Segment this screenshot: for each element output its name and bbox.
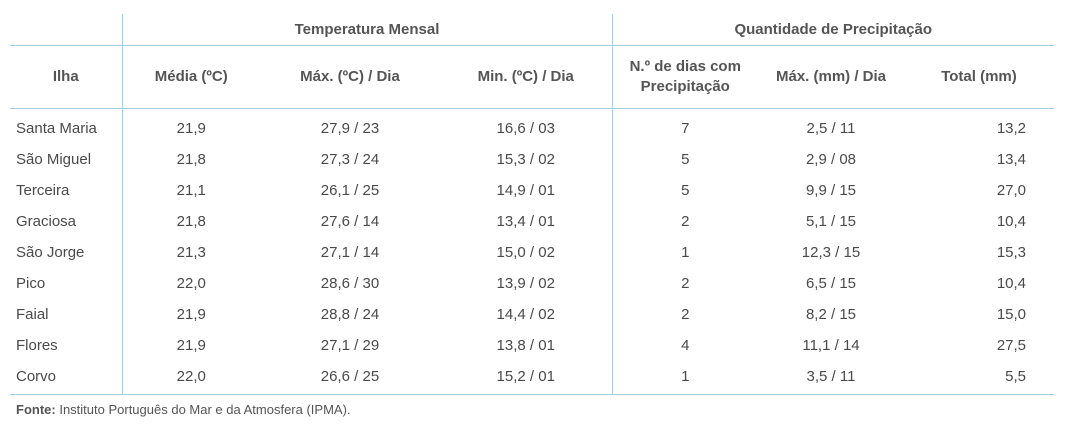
cell-total: 13,4 xyxy=(996,151,1027,168)
cell-min-temp: 15,3 / 02 xyxy=(496,151,555,168)
cell-rain-max: 12,3 / 15 xyxy=(801,244,861,261)
table-row: Santa Maria 21,9 27,9 / 23 16,6 / 03 7 2,5 / … xyxy=(10,108,1054,144)
cell-avg-temp: 22,0 xyxy=(121,268,260,299)
cell-rain-days: 4 xyxy=(611,330,758,361)
source-note: Fonte: Instituto Português do Mar e da A… xyxy=(16,402,351,417)
cell-total: 10,4 xyxy=(996,213,1027,230)
cell-avg-temp: 21,9 xyxy=(121,330,260,361)
table-body: Santa Maria 21,9 27,9 / 23 16,6 / 03 7 2,5 / … xyxy=(10,108,1055,395)
cell-max-temp: 27,1 / 29 xyxy=(320,337,380,354)
cell-max-temp: 27,9 / 23 xyxy=(320,120,380,137)
cell-min-temp: 13,8 / 01 xyxy=(496,337,555,354)
col-header-min-temp: Min. (ºC) / Dia xyxy=(440,45,612,109)
cell-rain-days: 5 xyxy=(611,144,758,175)
group-header-precipitation: Quantidade de Precipitação xyxy=(611,14,1055,46)
table-row: Corvo 22,0 26,6 / 25 15,2 / 01 1 3,5 / 11 5,5 xyxy=(10,361,1055,395)
cell-min-temp: 13,9 / 02 xyxy=(496,275,555,292)
cell-total: 5,5 xyxy=(904,361,1055,395)
col-header-max-temp: Máx. (ºC) / Dia xyxy=(260,45,440,109)
cell-rain-days: 1 xyxy=(611,361,758,395)
cell-island: Corvo xyxy=(10,361,122,395)
col-header-rain-days: N.º de dias com Precipitação xyxy=(611,45,758,109)
cell-rain-max: 8,2 / 15 xyxy=(805,306,857,323)
cell-avg-temp: 21,1 xyxy=(121,175,260,206)
cell-max-temp: 28,6 / 30 xyxy=(320,275,380,292)
cell-rain-days: 2 xyxy=(611,299,758,330)
cell-rain-days: 2 xyxy=(611,268,758,299)
cell-rain-max: 2,5 / 11 xyxy=(806,120,856,137)
table-row: Flores 21,9 27,1 / 29 13,8 / 01 4 11,1 / 14 27… xyxy=(10,330,1054,361)
cell-island: Terceira xyxy=(16,182,70,199)
table-row: São Jorge 21,3 27,1 / 14 15,0 / 02 1 12,3 / 1… xyxy=(10,237,1054,268)
col-header-avg-temp: Média (ºC) xyxy=(121,45,260,109)
source-text: Instituto Português do Mar e da Atmosfer… xyxy=(55,402,351,417)
cell-total: 10,4 xyxy=(996,275,1027,292)
cell-avg-temp: 21,3 xyxy=(121,237,260,268)
cell-min-temp: 14,9 / 01 xyxy=(496,182,555,199)
source-label: Fonte: xyxy=(16,402,56,417)
cell-rain-max: 11,1 / 14 xyxy=(802,337,860,354)
cell-rain-max: 9,9 / 15 xyxy=(805,182,857,199)
col-header-total: Total (mm) xyxy=(904,45,1055,109)
cell-min-temp: 16,6 / 03 xyxy=(496,120,555,137)
col-header-rain-max: Máx. (mm) / Dia xyxy=(758,45,904,109)
cell-rain-max: 3,5 / 11 xyxy=(758,361,904,395)
cell-total: 13,2 xyxy=(996,120,1027,137)
cell-avg-temp: 21,9 xyxy=(121,108,260,144)
cell-total: 15,3 xyxy=(996,244,1027,261)
table-row: Faial 21,9 28,8 / 24 14,4 / 02 2 8,2 / 15 15,0 xyxy=(10,299,1054,330)
col-header-rain-days-line2: Precipitação xyxy=(640,78,730,95)
group-header-row: Temperatura Mensal Quantidade de Precipi… xyxy=(10,14,1055,46)
cell-island: Pico xyxy=(16,275,46,292)
cell-avg-temp: 21,8 xyxy=(121,144,260,175)
cell-max-temp: 26,6 / 25 xyxy=(260,361,440,395)
cell-island: Faial xyxy=(16,306,49,323)
cell-avg-temp: 21,9 xyxy=(121,299,260,330)
table-row: Pico 22,0 28,6 / 30 13,9 / 02 2 6,5 / 15 10,4 xyxy=(10,268,1054,299)
cell-island: Graciosa xyxy=(16,213,77,230)
cell-rain-max: 5,1 / 15 xyxy=(805,213,857,230)
table-row: Terceira 21,1 26,1 / 25 14,9 / 01 5 9,9 / 15 2… xyxy=(10,175,1054,206)
cell-total: 27,5 xyxy=(996,337,1027,354)
cell-rain-days: 7 xyxy=(611,108,758,144)
cell-island: Flores xyxy=(16,337,58,354)
cell-island: São Jorge xyxy=(16,244,85,261)
cell-max-temp: 26,1 / 25 xyxy=(320,182,380,199)
cell-avg-temp: 22,0 xyxy=(121,361,260,395)
group-header-temperature: Temperatura Mensal xyxy=(121,14,612,46)
climate-table: Temperatura Mensal Quantidade de Precipi… xyxy=(10,14,1055,395)
cell-rain-days: 1 xyxy=(611,237,758,268)
cell-max-temp: 27,1 / 14 xyxy=(320,244,380,261)
cell-min-temp: 13,4 / 01 xyxy=(496,213,555,230)
cell-max-temp: 27,3 / 24 xyxy=(320,151,380,168)
cell-total: 27,0 xyxy=(996,182,1027,199)
cell-min-temp: 14,4 / 02 xyxy=(496,306,555,323)
cell-max-temp: 28,8 / 24 xyxy=(320,306,380,323)
col-header-island: Ilha xyxy=(10,45,122,109)
cell-island: São Miguel xyxy=(16,151,92,168)
column-header-row: Ilha Média (ºC) Máx. (ºC) / Dia Min. (ºC… xyxy=(10,45,1055,109)
col-header-rain-days-line1: N.º de dias com xyxy=(629,58,741,75)
cell-max-temp: 27,6 / 14 xyxy=(320,213,380,230)
table-row: São Miguel 21,8 27,3 / 24 15,3 / 02 5 2,9 / 0… xyxy=(10,144,1054,175)
table-row: Graciosa 21,8 27,6 / 14 13,4 / 01 2 5,1 / 15 1… xyxy=(10,206,1054,237)
cell-island: Santa Maria xyxy=(16,120,97,137)
cell-rain-max: 6,5 / 15 xyxy=(805,275,857,292)
cell-rain-days: 5 xyxy=(611,175,758,206)
cell-min-temp: 15,2 / 01 xyxy=(440,361,612,395)
cell-avg-temp: 21,8 xyxy=(121,206,260,237)
cell-rain-max: 2,9 / 08 xyxy=(805,151,857,168)
cell-total: 15,0 xyxy=(996,306,1027,323)
group-header-empty xyxy=(10,14,122,46)
cell-rain-days: 2 xyxy=(611,206,758,237)
climate-table-container: Temperatura Mensal Quantidade de Precipi… xyxy=(10,14,1055,395)
cell-min-temp: 15,0 / 02 xyxy=(496,244,555,261)
